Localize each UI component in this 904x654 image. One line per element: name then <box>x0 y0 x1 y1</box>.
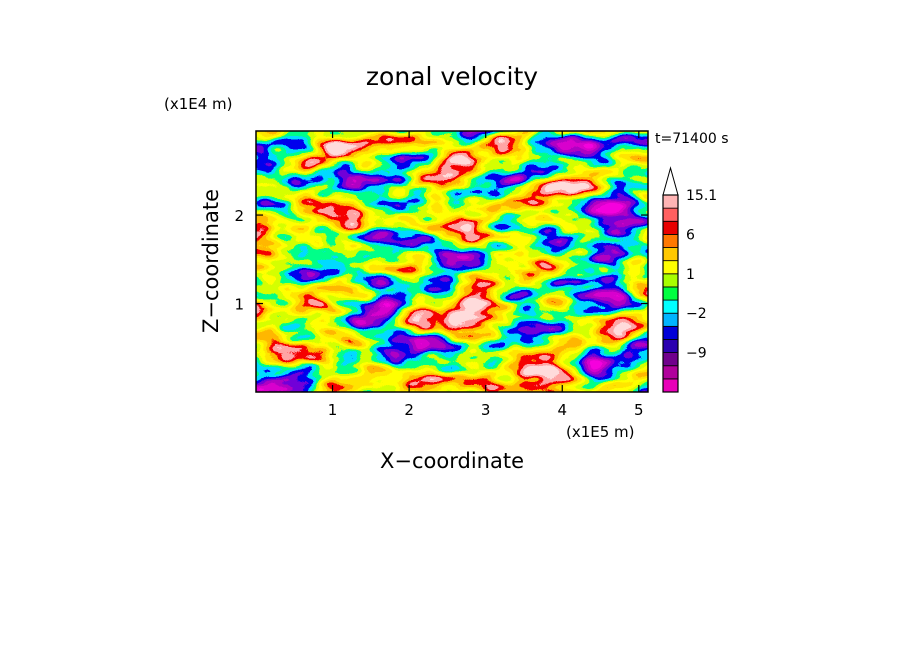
colorbar-swatch <box>662 312 679 327</box>
colorbar-swatch <box>662 194 679 209</box>
x-tick-label: 5 <box>634 401 644 419</box>
colorbar-swatch <box>662 378 679 393</box>
colorbar-swatch <box>662 260 679 275</box>
colorbar-swatch <box>662 233 679 248</box>
colorbar-swatch <box>662 352 679 367</box>
colorbar-swatch <box>662 207 679 222</box>
colorbar-frame <box>662 194 679 393</box>
y-tick-label: 1 <box>234 296 244 314</box>
plot-frame <box>255 130 649 393</box>
x-axis-label: X−coordinate <box>380 449 524 473</box>
x-tick-label: 3 <box>481 401 491 419</box>
y-axis-label: Z−coordinate <box>199 189 223 333</box>
colorbar-swatch <box>662 299 679 314</box>
colorbar-swatch <box>662 273 679 288</box>
colorbar-label: 15.1 <box>686 188 717 204</box>
time-label: t=71400 s <box>655 131 729 147</box>
x-scale-label: (x1E5 m) <box>566 423 635 441</box>
colorbar-swatch <box>662 247 679 262</box>
chart-title: zonal velocity <box>366 62 538 91</box>
colorbar-swatch <box>662 365 679 380</box>
x-tick-label: 1 <box>328 401 338 419</box>
colorbar-swatch <box>662 339 679 354</box>
y-axis: 12 <box>234 207 648 314</box>
colorbar-swatch <box>662 286 679 301</box>
colorbar-label: 6 <box>686 227 695 243</box>
colorbar-label: 1 <box>686 267 695 283</box>
heatmap-field <box>256 131 648 392</box>
x-axis: 1 2 3 4 5 <box>328 131 644 419</box>
x-tick-label: 4 <box>557 401 567 419</box>
y-tick-label: 2 <box>234 207 244 225</box>
colorbar: 15.1 6 1 −2 −9 <box>662 166 717 393</box>
y-scale-label: (x1E4 m) <box>164 95 233 113</box>
colorbar-label: −2 <box>686 306 707 322</box>
colorbar-swatch <box>662 220 679 235</box>
x-tick-label: 2 <box>404 401 414 419</box>
colorbar-swatch <box>662 325 679 340</box>
colorbar-extend-arrow <box>662 166 679 196</box>
colorbar-label: −9 <box>686 346 707 362</box>
heatmap-contours <box>256 131 648 392</box>
